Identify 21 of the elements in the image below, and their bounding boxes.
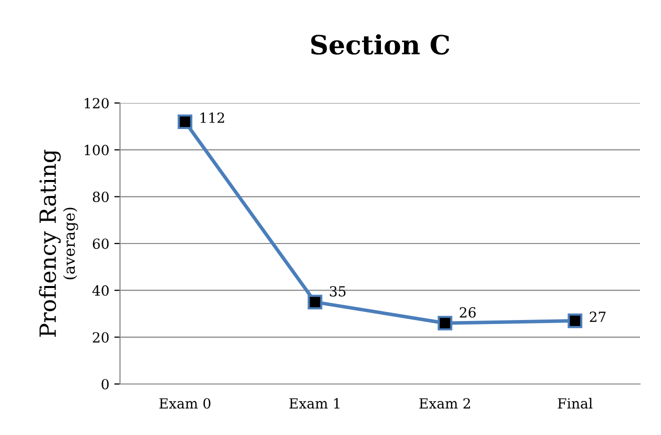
x-tick-label: Final — [558, 398, 592, 409]
point — [568, 313, 582, 328]
y-tick-label: 40 — [92, 285, 109, 296]
y-tick-label: 100 — [84, 144, 109, 156]
y-tick-label: 20 — [92, 332, 109, 343]
x-tick-label: Exam 0 — [159, 398, 210, 409]
data-label: 26 — [460, 307, 476, 318]
y-tick-label: 80 — [92, 192, 109, 202]
point — [438, 316, 452, 330]
data-label: 112 — [200, 112, 224, 123]
data-label: 35 — [330, 286, 346, 297]
y-tick-label: 120 — [84, 98, 109, 108]
x-tick-label: Exam 2 — [419, 398, 470, 409]
data-label: 27 — [590, 312, 606, 322]
chart-title: Section C — [311, 34, 450, 55]
point — [178, 114, 192, 130]
y-tick-label: 0 — [102, 378, 109, 390]
y-tick-label: 60 — [92, 238, 109, 249]
x-tick-label: Exam 1 — [289, 398, 340, 409]
y-axis-title: Profiency Rating (average) — [38, 150, 78, 337]
point — [308, 294, 322, 310]
